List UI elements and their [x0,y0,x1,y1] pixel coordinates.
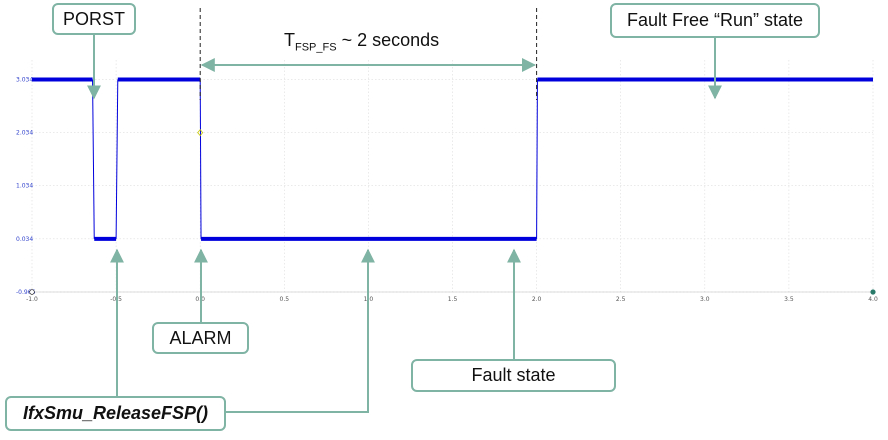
annotation-overlay [87,8,722,413]
y-tick-label: 0.034 [16,236,33,243]
signal-edge [115,79,119,239]
y-tick-label: -0.966 [16,289,36,296]
y-tick-label: 1.034 [16,183,33,190]
chart-axis: -1.0 -0.5 0.0 0.5 1.0 1.5 2.0 2.5 3.0 3.5 4.0-0.96… [16,76,878,303]
porst-callout: PORST [52,3,136,35]
chart-series [29,77,876,295]
cursor-marker [197,128,204,137]
x-tick-label: 1.5 [448,296,458,303]
release-right-arrow [226,248,375,413]
signal-edge [199,79,202,239]
x-tick-label: -1.0 [26,296,38,303]
chart-grid [31,60,874,293]
x-tick-label: 2.0 [532,296,542,303]
signal-edge [536,79,538,239]
span-duration-label: TFSP_FS ~ 2 seconds [284,30,440,54]
run-state-callout: Fault Free “Run” state [610,3,820,38]
x-tick-label: 0.5 [280,296,290,303]
x-tick-label: 2.5 [616,296,626,303]
alarm-callout: ALARM [152,322,249,354]
x-tick-label: 4.0 [868,296,878,303]
y-tick-label: 3.034 [16,76,33,83]
release-fsp-callout: IfxSmu_ReleaseFSP() [5,396,226,431]
x-tick-label: 3.0 [700,296,710,303]
axis-end-marker [870,289,876,295]
fault-state-callout: Fault state [411,359,616,392]
y-tick-label: 2.034 [16,130,33,137]
signal-edge [92,79,95,239]
x-tick-label: 3.5 [784,296,794,303]
axis-end-marker [29,289,35,295]
